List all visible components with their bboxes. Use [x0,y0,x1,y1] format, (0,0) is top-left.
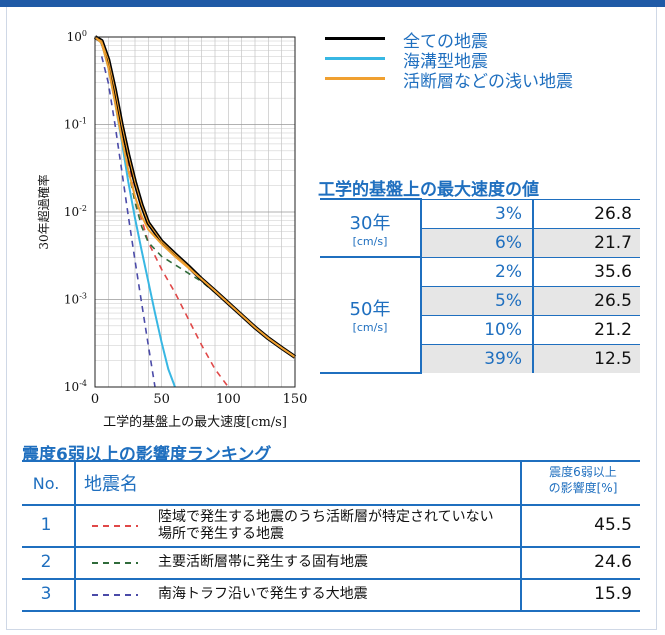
pgv-table: 30年 [cm/s] 3% 26.8 6% 21.7 50年 [cm/s] 2%… [320,198,640,374]
pgv-value: 21.2 [532,314,640,344]
column-divider [520,462,522,504]
pgv-unit: [cm/s] [352,321,388,335]
content-frame [6,7,657,630]
pgv-value: 21.7 [532,227,640,257]
chart-ticks: 0 50 100 150 100 10-1 10-2 10-3 10-4 [64,29,307,407]
ranking-table: No. 地震名 震度6弱以上 の影響度[%] 1 陸域で発生する地震のうち活断層… [22,460,640,612]
legend-swatch-trench [325,57,385,60]
pgv-pct: 2% [420,256,533,286]
rank-quake-name: 主要活断層帯に発生する固有地震 [158,554,368,570]
column-divider [520,580,522,610]
rank-impact-value: 45.5 [594,515,632,535]
pgv-period: 30年 [349,212,391,234]
plot-frame [94,36,296,388]
ranking-row: 2 主要活断層帯に発生する固有地震 24.6 [22,548,640,580]
chart-series [93,35,297,388]
rank-quake-name: 南海トラフ沿いで発生する大地震 [158,586,368,602]
legend-label-trench: 海溝型地震 [403,52,488,72]
pgv-row: 30年 [cm/s] 3% 26.8 [320,198,640,258]
ranking-row: 3 南海トラフ沿いで発生する大地震 15.9 [22,580,640,612]
y-tick-label: 10-4 [64,379,87,394]
header-impact-line2: の影響度[%] [548,481,618,495]
column-divider [74,580,76,610]
pgv-row: 5% 26.5 [320,285,640,315]
rank-impact-value: 15.9 [594,584,632,604]
series-line-shallow-earthquakes [94,36,296,358]
x-axis-label: 工学的基盤上の最大速度[cm/s] [103,414,287,430]
legend-item-trench: 海溝型地震 [325,48,655,72]
rank-line-swatch [92,562,138,564]
legend-label-all: 全ての地震 [403,32,488,52]
pgv-pct: 10% [420,314,533,344]
header-impact: 震度6弱以上 の影響度[%] [528,464,638,496]
rank-quake-name: 陸域で発生する地震のうち活断層が特定されていない場所で発生する地震 [158,509,494,542]
legend-item-all: 全ての地震 [325,28,655,52]
rank-no: 1 [40,515,52,535]
pgv-unit: [cm/s] [352,234,388,248]
legend-item-shallow: 活断層などの浅い地震 [325,68,655,92]
x-tick-label: 150 [283,392,308,407]
column-divider [520,548,522,578]
pgv-row: 50年 [cm/s] 2% 35.6 [320,256,640,374]
header-no: No. [32,474,60,493]
top-accent-bar [0,0,665,7]
series-line-rank1 [107,63,229,388]
column-divider [74,506,76,546]
pgv-value: 35.6 [532,256,640,286]
rank-no: 2 [40,552,52,572]
x-tick-label: 100 [216,392,241,407]
pgv-row: 10% 21.2 [320,314,640,344]
column-divider [74,462,76,504]
exceedance-probability-chart: 0 50 100 150 100 10-1 10-2 10-3 10-4 工学的基盤上の最大速度… [36,29,307,430]
x-tick-label: 50 [153,392,170,407]
rank-no: 3 [40,584,52,604]
pgv-table-title: 工学的基盤上の最大速度の値 [318,180,539,200]
series-line-shallow-overlay [94,36,296,358]
legend-swatch-all [325,37,385,40]
ranking-header: No. 地震名 震度6弱以上 の影響度[%] [22,460,640,506]
pgv-period: 50年 [349,299,391,321]
rank-impact-value: 24.6 [594,552,632,572]
header-name: 地震名 [84,474,138,495]
pgv-value: 26.8 [532,198,640,228]
pgv-value: 26.5 [532,285,640,315]
rank-line-swatch [92,525,138,527]
column-divider [74,548,76,578]
pgv-pct: 6% [420,227,533,257]
x-tick-label: 0 [91,392,99,407]
series-line-all-earthquakes [93,35,297,359]
series-line-rank3 [100,56,156,388]
header-impact-line1: 震度6弱以上 [549,465,617,479]
legend-label-shallow: 活断層などの浅い地震 [403,72,573,92]
rank-line-swatch [92,594,138,596]
pgv-pct: 39% [420,343,533,373]
legend-swatch-shallow [325,77,385,80]
y-tick-label: 100 [67,29,87,44]
pgv-row: 6% 21.7 [320,227,640,257]
pgv-pct: 3% [420,198,533,228]
y-tick-label: 10-1 [64,117,87,132]
pgv-group-30y: 30年 [cm/s] [320,198,421,258]
chart-grid [94,37,296,388]
pgv-value: 12.5 [532,343,640,373]
pgv-row: 39% 12.5 [320,343,640,373]
pgv-group-50y: 50年 [cm/s] [320,256,421,374]
y-tick-label: 10-2 [64,204,87,219]
pgv-pct: 5% [420,285,533,315]
column-divider [520,506,522,546]
ranking-row: 1 陸域で発生する地震のうち活断層が特定されていない場所で発生する地震 45.5 [22,506,640,548]
y-tick-label: 10-3 [64,292,87,307]
chart-legend: 全ての地震 海溝型地震 活断層などの浅い地震 [325,28,655,92]
y-axis-label: 30年超過確率 [36,174,51,249]
